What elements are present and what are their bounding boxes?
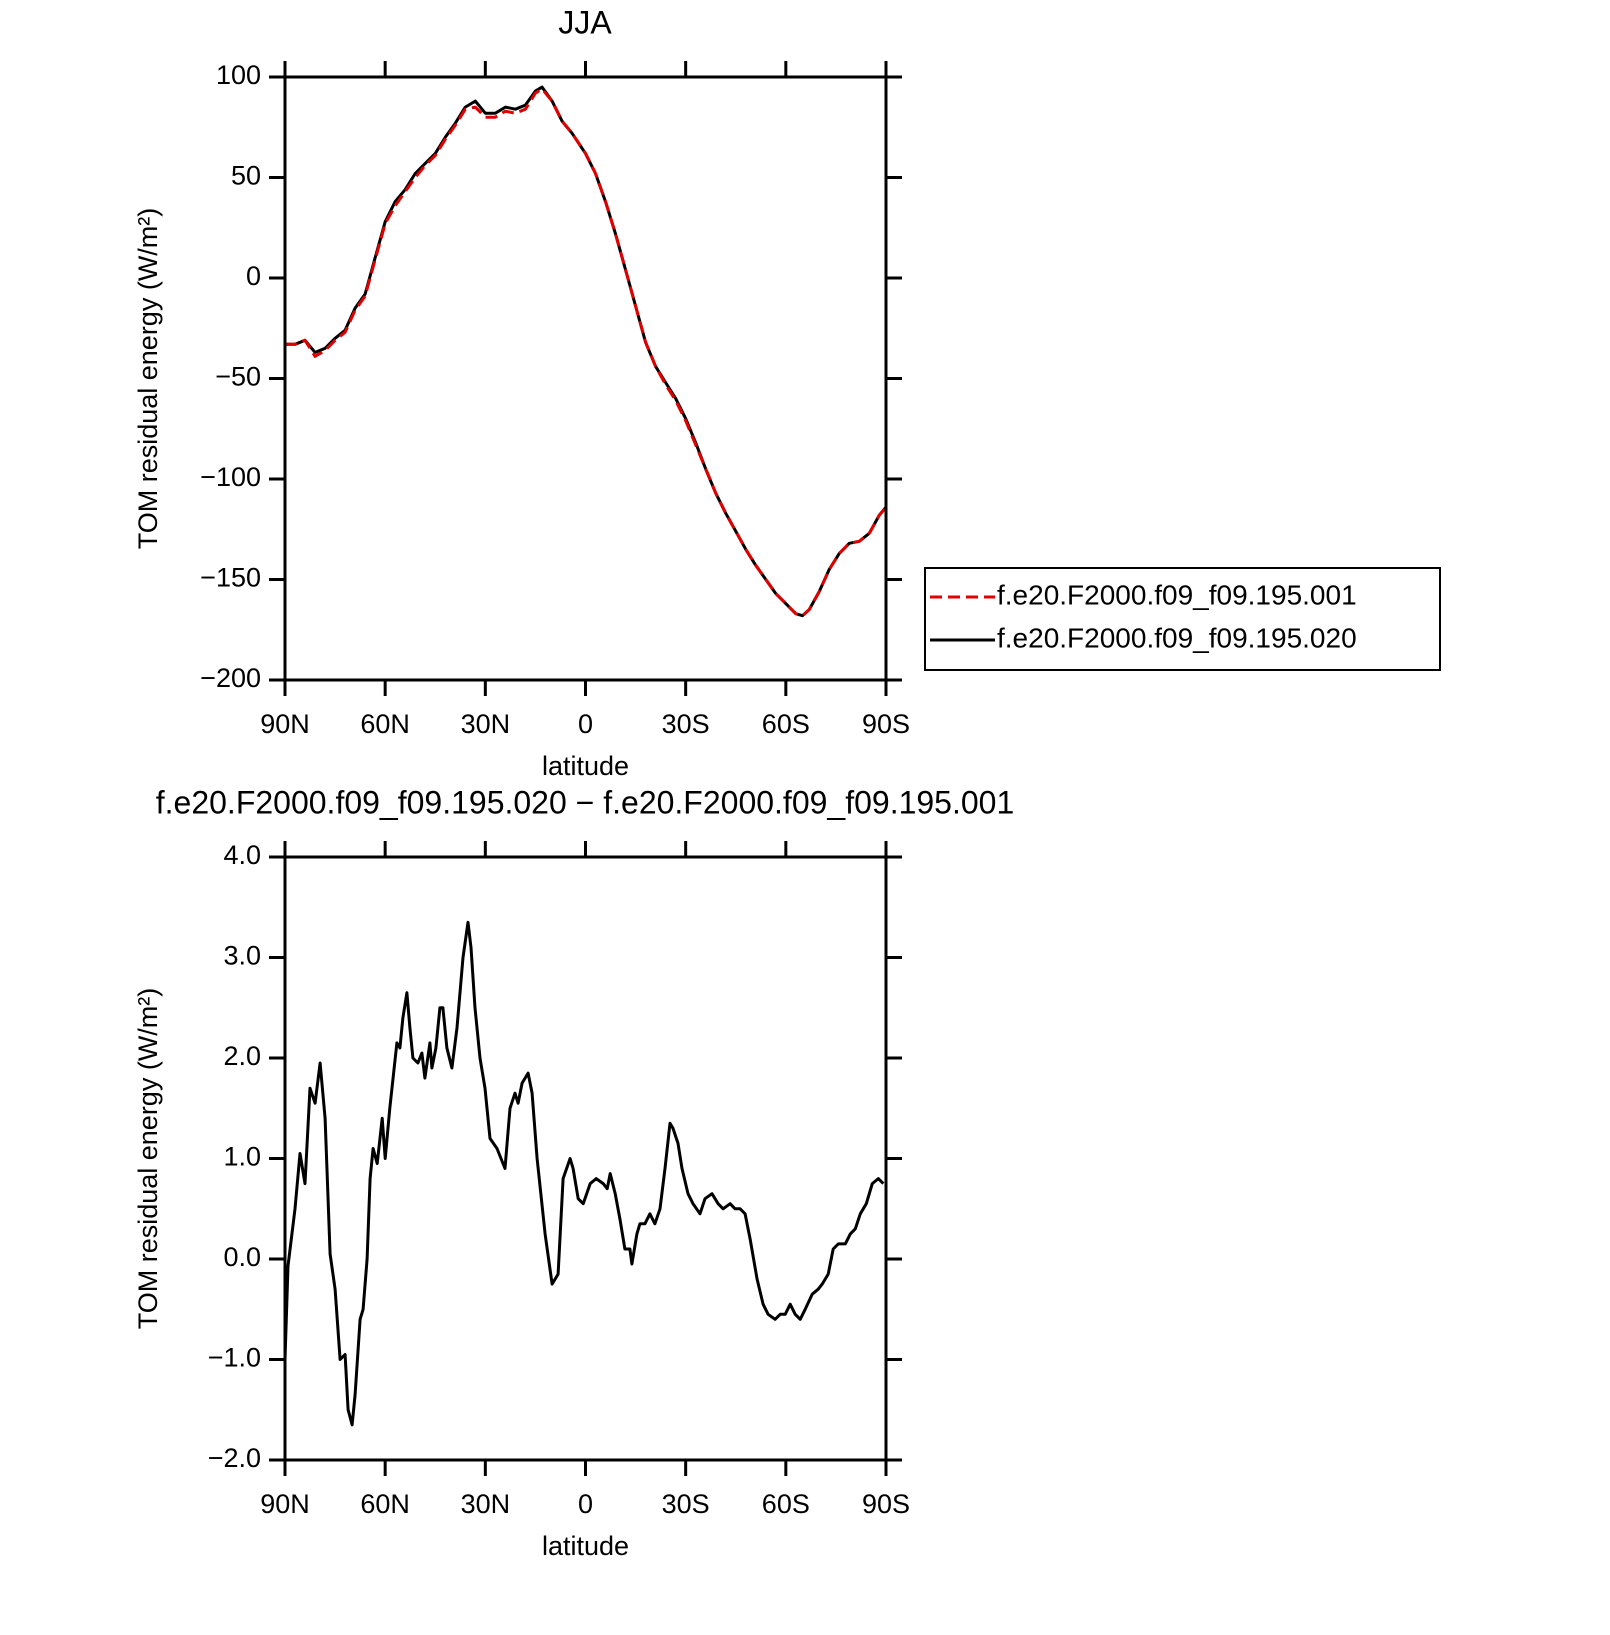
x-tick-label: 90N <box>260 1489 310 1519</box>
legend-label: f.e20.F2000.f09_f09.195.020 <box>997 622 1357 653</box>
chart-title: JJA <box>558 4 612 40</box>
legend-box <box>924 567 1441 671</box>
series-line <box>283 920 885 1427</box>
x-tick-label: 60S <box>762 709 810 739</box>
x-tick-label: 60S <box>762 1489 810 1519</box>
plot-frame <box>283 75 888 682</box>
x-axis-label: latitude <box>542 1531 629 1561</box>
series-line <box>285 85 888 618</box>
y-tick-label: 3.0 <box>223 941 261 971</box>
y-axis-label: TOM residual energy (W/m²) <box>133 988 163 1330</box>
x-tick-label: 30N <box>461 709 511 739</box>
y-tick-label: −2.0 <box>208 1443 261 1473</box>
x-axis-label: latitude <box>542 751 629 781</box>
x-tick-label: 0 <box>578 1489 593 1519</box>
x-tick-label: 30S <box>662 709 710 739</box>
x-tick-label: 30N <box>461 1489 511 1519</box>
x-tick-label: 30S <box>662 1489 710 1519</box>
y-tick-label: 4.0 <box>223 840 261 870</box>
y-axis-label: TOM residual energy (W/m²) <box>133 208 163 550</box>
x-tick-label: 90S <box>862 709 910 739</box>
y-tick-label: 0 <box>246 261 261 291</box>
y-tick-label: −50 <box>215 362 261 392</box>
y-tick-label: 1.0 <box>223 1142 261 1172</box>
x-tick-label: 0 <box>578 709 593 739</box>
y-tick-label: −150 <box>200 563 261 593</box>
y-tick-label: 2.0 <box>223 1041 261 1071</box>
x-tick-label: 90N <box>260 709 310 739</box>
plot-frame <box>283 855 888 1462</box>
x-tick-label: 60N <box>360 709 410 739</box>
legend-label: f.e20.F2000.f09_f09.195.001 <box>997 579 1357 610</box>
y-tick-label: −100 <box>200 462 261 492</box>
chart-title: f.e20.F2000.f09_f09.195.020 − f.e20.F200… <box>156 784 1015 820</box>
y-tick-label: 50 <box>231 161 261 191</box>
x-tick-label: 60N <box>360 1489 410 1519</box>
x-tick-label: 90S <box>862 1489 910 1519</box>
y-tick-label: 100 <box>216 60 261 90</box>
y-tick-label: −1.0 <box>208 1343 261 1373</box>
y-tick-label: 0.0 <box>223 1242 261 1272</box>
series-line <box>285 87 888 618</box>
y-tick-label: −200 <box>200 663 261 693</box>
